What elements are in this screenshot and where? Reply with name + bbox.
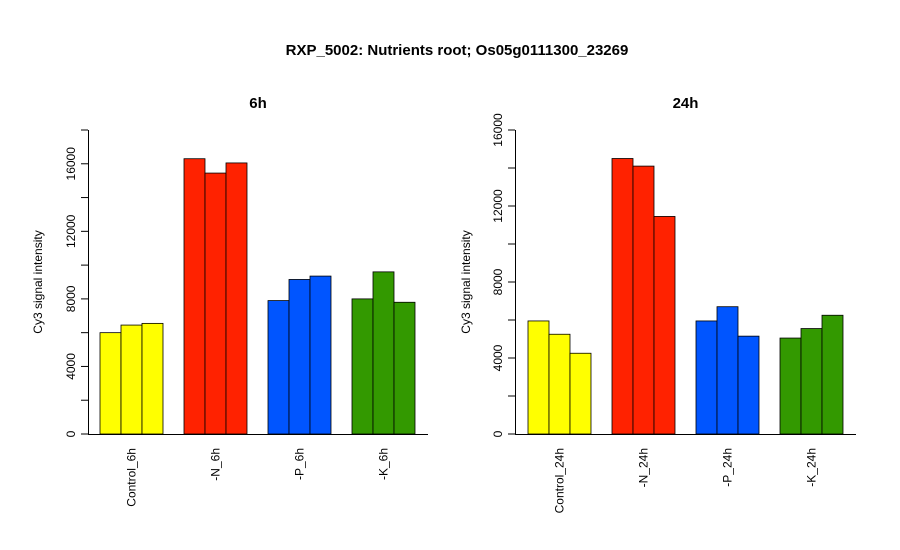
- chart-panel-24h: 24h Control_24h -N_24h -P_24h -K_24h 0 4000 800…: [459, 95, 856, 513]
- y-tick-label: 8000: [491, 268, 505, 295]
- y-tick-label: 0: [64, 430, 78, 437]
- y-tick-label: 16000: [491, 113, 505, 147]
- bar: [120, 324, 143, 435]
- bar: [141, 322, 164, 435]
- bar: [569, 352, 592, 435]
- bar: [611, 158, 634, 435]
- bar: [737, 335, 760, 435]
- bar-group--K_24h: [779, 314, 844, 435]
- bar-group-Control_24h: [527, 320, 592, 435]
- bar-group--P_24h: [695, 306, 760, 435]
- bar: [393, 301, 416, 435]
- y-tick-label: 12000: [64, 214, 78, 248]
- bar: [653, 216, 676, 435]
- bar: [99, 332, 122, 435]
- y-tick-label: 0: [491, 430, 505, 437]
- bar: [288, 279, 311, 435]
- x-tick-label: -P_24h: [721, 448, 735, 487]
- bar: [372, 271, 395, 435]
- bar: [204, 172, 227, 435]
- bar: [716, 306, 739, 435]
- x-tick-label: Control_24h: [553, 448, 567, 513]
- bar: [821, 314, 844, 435]
- y-tick-label: 4000: [491, 344, 505, 371]
- panel-title: 6h: [249, 95, 267, 112]
- bar: [800, 328, 823, 435]
- bar: [632, 165, 655, 435]
- bar-group--N_24h: [611, 158, 676, 435]
- bar: [548, 333, 571, 435]
- chart-panel-6h: 6h Control_6h -N_6h -P_6h -K_6h 0 4000 8000 1200…: [31, 95, 428, 507]
- chart-main-title: RXP_5002: Nutrients root; Os05g0111300_2…: [286, 42, 629, 59]
- bar: [779, 337, 802, 435]
- bar: [527, 320, 550, 435]
- x-tick-label: -K_24h: [805, 448, 819, 487]
- bar-group--P_6h: [267, 275, 332, 435]
- bar: [267, 300, 290, 435]
- y-tick-label: 12000: [491, 189, 505, 223]
- bar: [225, 162, 248, 435]
- y-tick-label: 8000: [64, 285, 78, 312]
- bar: [183, 158, 206, 435]
- bar-group-Control_6h: [99, 322, 164, 435]
- bar: [351, 298, 374, 435]
- bar: [695, 320, 718, 435]
- y-tick-label: 16000: [64, 147, 78, 181]
- bar-group--K_6h: [351, 271, 416, 435]
- x-tick-label: -K_6h: [377, 448, 391, 480]
- bar: [309, 275, 332, 435]
- y-tick-label: 4000: [64, 353, 78, 380]
- panel-title: 24h: [673, 95, 699, 112]
- y-axis-label: Cy3 signal intensity: [31, 230, 45, 333]
- x-tick-label: Control_6h: [125, 448, 139, 507]
- x-tick-label: -N_24h: [637, 448, 651, 487]
- bar-group--N_6h: [183, 158, 248, 435]
- x-tick-label: -N_6h: [209, 448, 223, 481]
- y-axis-label: Cy3 signal intensity: [459, 230, 473, 333]
- x-tick-label: -P_6h: [293, 448, 307, 480]
